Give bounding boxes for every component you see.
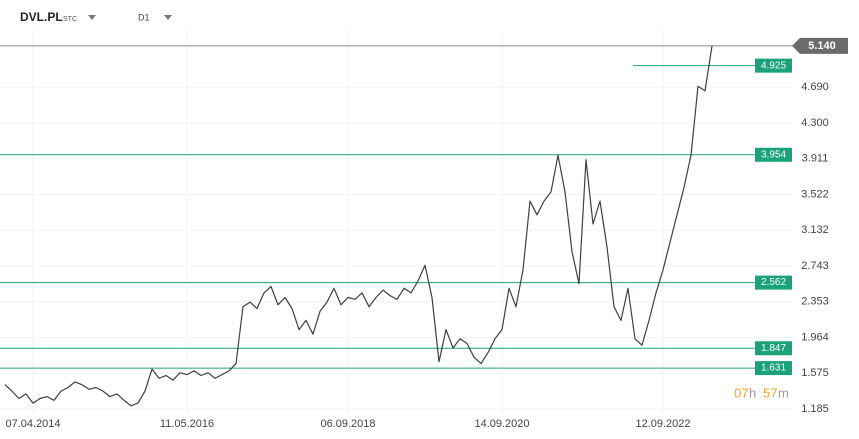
x-tick-label: 06.09.2018 [320, 418, 375, 430]
exchange: STC [63, 16, 77, 23]
timer-minutes: 57 [763, 385, 777, 400]
level-label-box [755, 341, 792, 356]
symbol: DVL.PL [20, 10, 63, 24]
level-label: 1.631 [761, 363, 786, 374]
level-label-box [755, 275, 792, 290]
y-tick-label: 3.911 [802, 153, 829, 165]
timer-h: h [749, 385, 756, 400]
symbol-dropdown[interactable] [88, 15, 96, 20]
level-label: 2.562 [761, 277, 786, 288]
y-tick-label: 3.132 [801, 224, 829, 236]
timer-m: m [778, 385, 789, 400]
x-tick-label: 11.05.2016 [160, 418, 214, 430]
price-label: 5.140 [808, 40, 836, 52]
level-label: 3.954 [761, 149, 786, 160]
y-tick-label: 1.575 [801, 367, 829, 379]
level-label-box [755, 361, 792, 376]
price-series [4, 45, 713, 407]
x-tick-label: 12.09.2022 [635, 418, 690, 430]
level-label: 4.925 [761, 60, 786, 71]
level-label-box [755, 58, 792, 73]
y-tick-label: 3.522 [801, 188, 829, 200]
y-tick-label: 2.743 [801, 260, 829, 272]
y-tick-label: 1.185 [801, 403, 829, 415]
timer-hours: 07 [734, 385, 748, 400]
interval-dropdown[interactable] [164, 15, 172, 20]
level-label: 1.847 [761, 343, 786, 354]
timer: 07 h 57 m [734, 385, 789, 400]
level-label-box [755, 147, 792, 162]
y-tick-label: 2.353 [801, 296, 829, 308]
y-tick-label: 4.300 [801, 117, 829, 129]
x-tick-label: 14.09.2020 [474, 418, 529, 430]
x-tick-label: 07.04.2014 [5, 418, 60, 430]
y-tick-label: 1.964 [801, 331, 829, 343]
price-label-box [792, 37, 848, 54]
y-tick-label: 4.690 [801, 81, 829, 93]
interval[interactable]: D1 [138, 12, 150, 22]
